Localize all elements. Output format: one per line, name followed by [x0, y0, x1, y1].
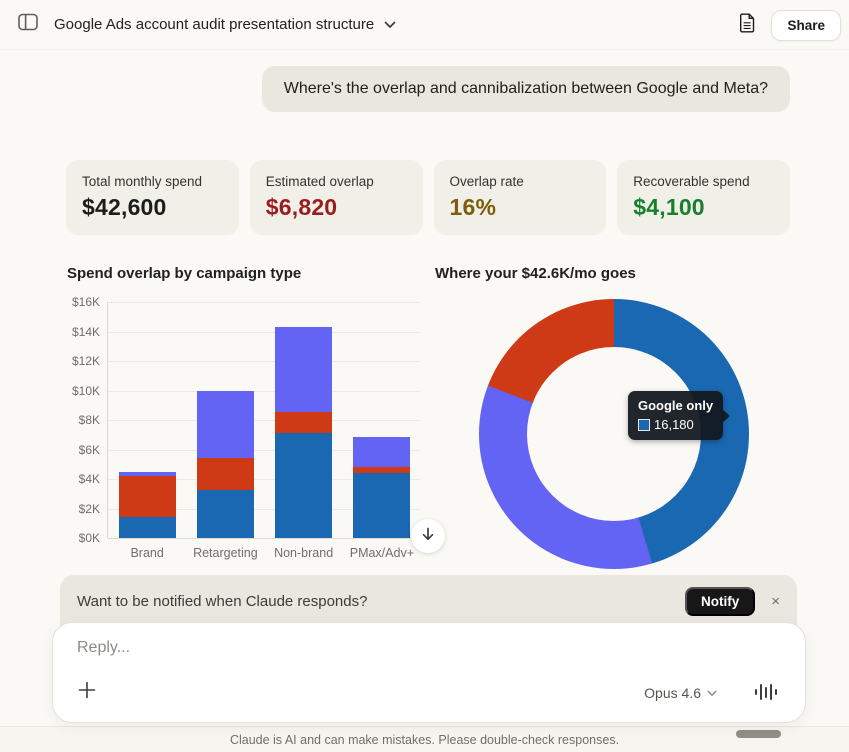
bar-segment-overlap[interactable]	[196, 457, 254, 491]
plus-icon	[78, 681, 96, 704]
gridline	[108, 361, 420, 362]
bar-segment-overlap[interactable]	[275, 411, 333, 433]
donut-tooltip: Google only 16,180	[628, 391, 724, 440]
tooltip-color-swatch	[638, 418, 650, 431]
bar-chart-y-axis: $16K $14K $12K $10K $8K $6K $4K $2K $0K	[67, 295, 100, 545]
stat-value: $42,600	[82, 194, 167, 220]
x-axis-category-label: Brand	[130, 546, 164, 560]
user-message-bubble: Where's the overlap and cannibalization …	[261, 66, 790, 112]
stat-label: Recoverable spend	[633, 174, 750, 189]
sidebar-panel-icon	[18, 13, 38, 36]
stat-value: 16%	[449, 194, 497, 220]
tooltip-label: Google only	[638, 398, 714, 413]
model-selector[interactable]: Opus 4.6	[644, 684, 717, 702]
stat-card-recoverable-spend: Recoverable spend $4,100	[617, 160, 790, 235]
model-name: Opus 4.6	[644, 685, 701, 701]
chevron-down-icon	[384, 16, 396, 34]
stats-row: Total monthly spend $42,600 Estimated ov…	[66, 160, 790, 235]
donut-chart-title: Where your $42.6K/mo goes	[435, 265, 636, 282]
tooltip-value: 16,180	[654, 417, 694, 432]
user-message-text: Where's the overlap and cannibalization …	[283, 80, 768, 97]
reply-composer[interactable]: Reply... Opus 4.6	[52, 622, 806, 723]
scroll-to-bottom-button[interactable]	[411, 519, 445, 553]
bar-segment-google-only[interactable]	[196, 490, 254, 538]
attach-button[interactable]	[73, 678, 101, 706]
stat-label: Overlap rate	[449, 174, 524, 189]
y-axis-tick-label: $4K	[78, 472, 100, 486]
stat-value: $4,100	[633, 194, 705, 220]
y-axis-tick-label: $14K	[71, 324, 100, 339]
stat-card-estimated-overlap: Estimated overlap $6,820	[249, 160, 423, 235]
y-axis-tick-label: $12K	[71, 354, 100, 368]
y-axis-tick-label: $2K	[78, 501, 100, 516]
share-button-label: Share	[787, 17, 825, 33]
conversation-title: Google Ads account audit presentation st…	[54, 16, 375, 33]
disclaimer-text: Claude is AI and can make mistakes. Plea…	[229, 732, 620, 747]
stat-label: Total monthly spend	[82, 174, 203, 189]
gridline	[108, 449, 420, 451]
bar-retargeting[interactable]: Retargeting	[193, 390, 258, 560]
bar-segment-meta-only[interactable]	[118, 472, 176, 476]
notify-button-label: Notify	[700, 593, 740, 609]
gridline	[108, 420, 420, 421]
stat-label: Estimated overlap	[265, 174, 374, 189]
gridline	[108, 331, 420, 333]
y-axis-tick-label: $6K	[78, 442, 100, 457]
share-button[interactable]: Share	[771, 9, 841, 41]
bar-brand[interactable]: Brand	[118, 472, 176, 560]
notify-button[interactable]: Notify	[684, 586, 756, 616]
bar-segment-google-only[interactable]	[118, 517, 176, 538]
bar-chart-plot-area: Brand Retargeting Non-brand PMax/Adv+	[107, 302, 420, 560]
gridline	[108, 390, 420, 392]
bar-segment-meta-only[interactable]	[275, 327, 333, 412]
stat-card-total-spend: Total monthly spend $42,600	[66, 160, 239, 235]
notification-bar: Want to be notified when Claude responds…	[60, 575, 797, 627]
chevron-down-icon	[707, 684, 717, 702]
bar-segment-meta-only[interactable]	[353, 437, 411, 468]
waveform-icon	[754, 684, 777, 700]
bar-chart-spend-overlap: Spend overlap by campaign type $16K $14K $…	[67, 260, 423, 560]
donut-chart-spend-destination: Where your $42.6K/mo goes Google only 16…	[435, 260, 795, 570]
bar-segment-google-only[interactable]	[353, 473, 411, 538]
horizontal-scrollbar-thumb[interactable]	[736, 730, 781, 738]
notification-message: Want to be notified when Claude responds…	[77, 592, 368, 610]
footer: Claude is AI and can make mistakes. Plea…	[0, 726, 849, 752]
bar-segment-overlap[interactable]	[353, 467, 411, 474]
stat-value: $6,820	[265, 194, 338, 220]
stat-card-overlap-rate: Overlap rate 16%	[433, 160, 607, 235]
gridline	[108, 538, 420, 539]
x-axis-category-label: Non-brand	[274, 546, 334, 560]
x-axis-category-label: Retargeting	[193, 546, 258, 560]
close-icon[interactable]: ×	[771, 592, 780, 610]
header: Google Ads account audit presentation st…	[0, 0, 849, 50]
gridline	[108, 479, 420, 480]
arrow-down-icon	[420, 526, 436, 547]
gridline	[108, 302, 420, 303]
x-axis-category-label: PMax/Adv+	[349, 546, 414, 560]
conversation-title-dropdown[interactable]: Google Ads account audit presentation st…	[54, 16, 396, 34]
y-axis-tick-label: $10K	[71, 383, 100, 398]
document-icon	[739, 13, 756, 38]
bar-segment-meta-only[interactable]	[196, 390, 254, 458]
bar-non-brand[interactable]: Non-brand	[274, 327, 333, 560]
bar-segment-google-only[interactable]	[275, 432, 333, 538]
y-axis-tick-label: $8K	[78, 413, 100, 427]
voice-dictation-button[interactable]	[754, 678, 777, 706]
bar-chart-title: Spend overlap by campaign type	[67, 265, 302, 282]
reply-input[interactable]: Reply...	[77, 639, 131, 656]
y-axis-tick-label: $16K	[71, 295, 100, 309]
artifact-document-button[interactable]	[733, 11, 761, 39]
bar-pmax-adv-[interactable]: PMax/Adv+	[350, 437, 414, 560]
gridline	[108, 508, 420, 510]
sidebar-toggle-button[interactable]	[16, 13, 40, 36]
bar-segment-overlap[interactable]	[118, 475, 176, 518]
y-axis-tick-label: $0K	[78, 531, 100, 545]
